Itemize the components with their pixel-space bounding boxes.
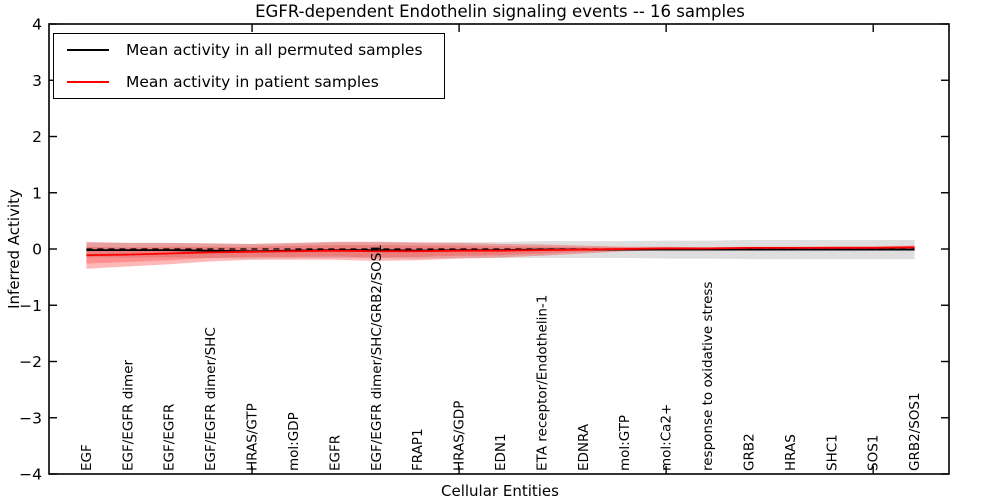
x-category-label: EGF — [79, 444, 95, 471]
x-category-label: EDN1 — [493, 433, 509, 471]
y-tick-label: −3 — [19, 409, 42, 427]
series-line-patient — [86, 246, 915, 257]
x-category-label: SOS1 — [866, 435, 882, 471]
x-category-label: HRAS/GTP — [245, 403, 261, 471]
x-category-label: SHC1 — [824, 434, 840, 471]
y-axis-label: Inferred Activity — [5, 189, 23, 309]
x-category-label: FRAP1 — [410, 428, 426, 471]
legend-box: Mean activity in all permuted samples Me… — [53, 33, 445, 99]
permuted-line-swatch — [67, 49, 109, 51]
y-tick-label: 3 — [32, 72, 42, 90]
legend-label-patient: Mean activity in patient samples — [126, 73, 379, 91]
y-tick-label: 4 — [32, 16, 42, 34]
y-tick-label: −4 — [19, 466, 42, 484]
x-category-label: EGF/EGFR dimer/SHC/GRB2/SOS1 — [369, 244, 385, 471]
x-category-label: mol:Ca2+ — [659, 404, 675, 471]
patient-line-swatch — [67, 81, 109, 83]
legend-label-permuted: Mean activity in all permuted samples — [126, 41, 423, 59]
y-tick-label: −2 — [19, 353, 42, 371]
legend-item-permuted: Mean activity in all permuted samples — [54, 35, 444, 65]
y-tick-label: 1 — [32, 184, 42, 202]
x-category-label: mol:GTP — [617, 415, 633, 471]
x-category-label: EGF/EGFR dimer/SHC — [203, 327, 219, 471]
x-category-label: EGF/EGFR — [162, 404, 178, 471]
y-tick-label: −1 — [19, 297, 42, 315]
x-category-label: response to oxidative stress — [700, 282, 716, 471]
x-category-label: mol:GDP — [286, 412, 302, 471]
band-patient-samples-spread-inner — [86, 245, 915, 264]
y-tick-label: 0 — [32, 241, 42, 259]
x-category-label: HRAS/GDP — [452, 401, 468, 471]
x-category-label: EDNRA — [576, 423, 592, 471]
x-category-label: EGFR — [327, 435, 343, 471]
x-category-label: HRAS — [783, 434, 799, 471]
x-category-label: GRB2/SOS1 — [907, 392, 923, 471]
y-tick-label: 2 — [32, 128, 42, 146]
x-category-label: ETA receptor/Endothelin-1 — [534, 295, 550, 471]
x-category-label: EGF/EGFR dimer — [120, 359, 136, 471]
x-axis-label: Cellular Entities — [441, 482, 559, 500]
x-category-label: GRB2 — [741, 433, 757, 471]
legend-item-patient: Mean activity in patient samples — [54, 67, 444, 97]
chart-title: EGFR-dependent Endothelin signaling even… — [255, 2, 745, 21]
